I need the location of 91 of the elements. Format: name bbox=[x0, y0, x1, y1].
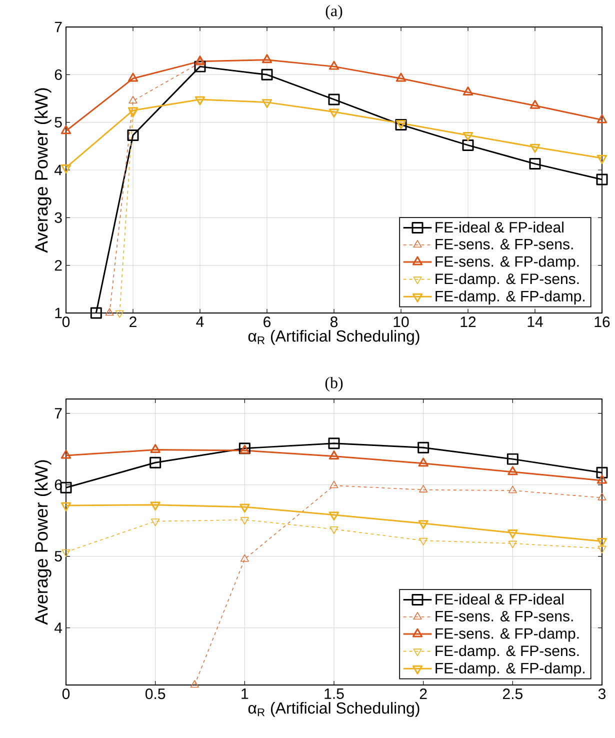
x-axis-title: α$_{R}$ (Artificial Scheduling) bbox=[248, 702, 420, 717]
x-tick-label: 6 bbox=[264, 316, 271, 328]
point bbox=[418, 520, 428, 530]
point bbox=[151, 518, 160, 526]
y-tick-label: 1 bbox=[55, 308, 62, 318]
point bbox=[150, 456, 162, 468]
point bbox=[328, 94, 340, 106]
point bbox=[328, 438, 340, 450]
point bbox=[530, 100, 540, 109]
point bbox=[508, 529, 518, 538]
point bbox=[596, 154, 608, 164]
legend-label: FE-damp. & FP-damp. bbox=[436, 290, 584, 304]
point bbox=[90, 307, 102, 319]
point bbox=[396, 72, 406, 82]
point bbox=[328, 450, 340, 460]
y-tick-label: 7 bbox=[54, 22, 62, 32]
point bbox=[596, 538, 608, 548]
point bbox=[506, 453, 518, 465]
point bbox=[419, 538, 428, 546]
point bbox=[462, 139, 474, 151]
point bbox=[530, 144, 540, 153]
point bbox=[128, 72, 138, 82]
point bbox=[508, 466, 518, 476]
point bbox=[328, 512, 340, 521]
y-tick-label: 2 bbox=[54, 260, 62, 271]
point bbox=[596, 174, 608, 186]
point bbox=[150, 444, 160, 454]
point bbox=[529, 158, 541, 170]
point bbox=[62, 549, 70, 557]
legend-label: FE-damp. & FP-sens. bbox=[436, 645, 579, 660]
point bbox=[330, 480, 338, 488]
y-tick-label: 3 bbox=[54, 212, 62, 223]
point bbox=[128, 96, 138, 104]
legend-label: FE-sens. & FP-damp. bbox=[436, 256, 579, 270]
x-tick-label: 1.5 bbox=[324, 688, 344, 699]
point bbox=[150, 502, 160, 511]
point bbox=[462, 132, 474, 141]
point bbox=[60, 125, 72, 134]
point bbox=[596, 474, 608, 484]
x-tick-label: 2 bbox=[420, 688, 427, 699]
x-tick-label: 0 bbox=[62, 316, 70, 328]
x-tick-label: 3 bbox=[598, 688, 606, 700]
x-axis-title: α$_{R}$ (Artificial Scheduling) bbox=[248, 330, 420, 345]
point bbox=[462, 86, 474, 96]
legend-label: FE-damp. & FP-damp. bbox=[436, 662, 584, 676]
x-tick-label: 0.5 bbox=[146, 688, 166, 700]
legend-label: FE-sens. & FP-sens. bbox=[436, 610, 573, 622]
point bbox=[60, 450, 72, 459]
legend-label: FE-damp. & FP-sens. bbox=[436, 273, 579, 288]
x-tick-label: 2.5 bbox=[502, 688, 522, 700]
point bbox=[127, 129, 139, 141]
y-tick-label: 5 bbox=[54, 551, 62, 562]
y-tick-label: 5 bbox=[54, 117, 62, 128]
point bbox=[419, 484, 428, 492]
x-tick-label: 4 bbox=[196, 316, 204, 327]
legend-label: FE-sens. & FP-sens. bbox=[436, 238, 573, 250]
y-tick-label: 4 bbox=[54, 622, 62, 633]
legend-label: FE-ideal & FP-ideal bbox=[436, 594, 564, 605]
x-tick-label: 2 bbox=[130, 316, 136, 327]
x-tick-label: 0 bbox=[62, 688, 70, 700]
y-tick-label: 6 bbox=[54, 69, 62, 80]
legend-label: FE-ideal & FP-ideal bbox=[436, 222, 564, 233]
x-tick-label: 1 bbox=[242, 688, 248, 699]
y-tick-label: 7 bbox=[54, 408, 62, 418]
x-tick-label: 12 bbox=[460, 316, 476, 327]
point bbox=[262, 54, 272, 64]
x-tick-label: 16 bbox=[594, 316, 610, 328]
chart-title: (b) bbox=[325, 376, 343, 392]
point bbox=[596, 114, 608, 124]
point bbox=[508, 540, 517, 548]
x-tick-label: 10 bbox=[394, 316, 409, 328]
point bbox=[194, 60, 206, 72]
point bbox=[240, 504, 250, 513]
point bbox=[598, 492, 606, 500]
point bbox=[418, 458, 428, 467]
point bbox=[261, 68, 273, 80]
point bbox=[240, 517, 249, 525]
legend-label: FE-sens. & FP-damp. bbox=[436, 628, 579, 642]
x-tick-label: 8 bbox=[330, 316, 338, 328]
y-axis-title: Average Power (kW) bbox=[34, 88, 52, 253]
point bbox=[596, 466, 608, 478]
y-axis-title: Average Power (kW) bbox=[34, 460, 52, 625]
point bbox=[418, 442, 430, 454]
point bbox=[508, 486, 517, 494]
x-tick-label: 14 bbox=[528, 316, 543, 327]
y-tick-label: 4 bbox=[54, 164, 62, 176]
point bbox=[598, 546, 606, 554]
point bbox=[60, 502, 72, 512]
point bbox=[330, 526, 338, 534]
chart-title: (a) bbox=[326, 4, 342, 20]
point bbox=[328, 60, 340, 70]
